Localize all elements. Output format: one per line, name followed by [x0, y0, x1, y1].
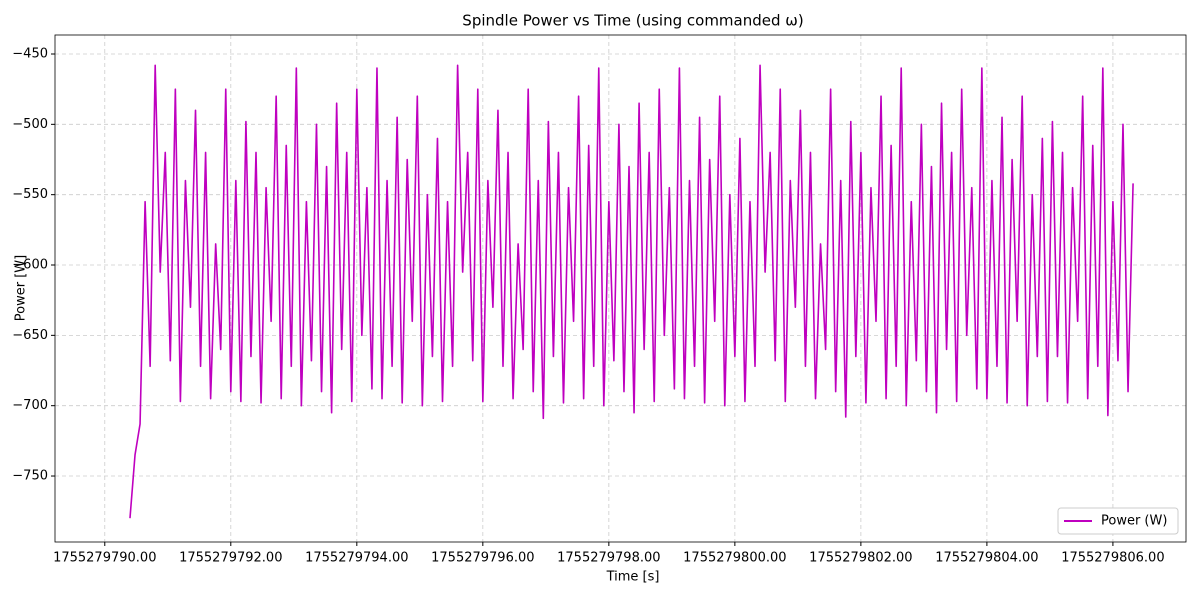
y-tick-label: −550 — [12, 187, 48, 202]
x-tick-label: 1755279794.00 — [305, 551, 408, 566]
x-tick-label: 1755279802.00 — [809, 551, 912, 566]
x-tick-label: 1755279798.00 — [557, 551, 660, 566]
x-tick-label: 1755279806.00 — [1061, 551, 1164, 566]
x-tick-label: 1755279790.00 — [53, 551, 156, 566]
y-tick-label: −750 — [12, 469, 48, 484]
x-tick-label: 1755279800.00 — [683, 551, 786, 566]
x-axis-label: Time [s] — [606, 570, 660, 585]
x-tick-label: 1755279804.00 — [935, 551, 1038, 566]
legend-label: Power (W) — [1101, 514, 1167, 529]
data-line — [129, 64, 1134, 519]
plot-frame — [54, 34, 1187, 543]
x-tick-label: 1755279796.00 — [431, 551, 534, 566]
y-tick-label: −650 — [12, 328, 48, 343]
y-tick-label: −700 — [12, 398, 48, 413]
chart-title: Spindle Power vs Time (using commanded ω… — [462, 12, 803, 30]
y-tick-label: −450 — [12, 46, 48, 61]
y-tick-label: −500 — [12, 117, 48, 132]
y-tick-label: −600 — [12, 258, 48, 273]
y-axis-label: Power [W] — [14, 255, 29, 321]
x-tick-label: 1755279792.00 — [179, 551, 282, 566]
legend-box — [1057, 507, 1179, 535]
